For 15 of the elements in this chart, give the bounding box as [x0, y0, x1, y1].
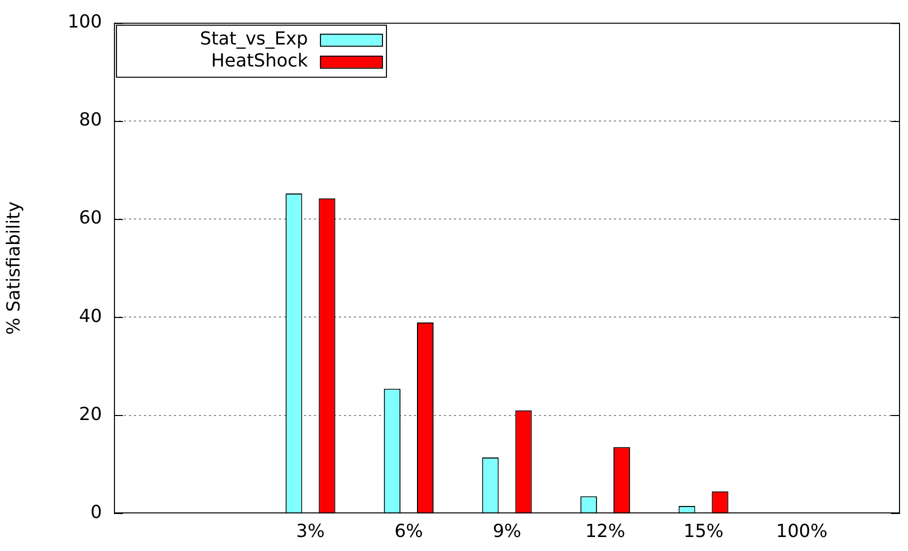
x-tick-label: 6%: [394, 520, 424, 542]
x-tick-label: 15%: [683, 520, 724, 542]
x-tick-label: 12%: [585, 520, 626, 542]
y-tick-label: 80: [79, 110, 102, 131]
y-tick-label: 100: [68, 11, 102, 32]
y-tick-label: 20: [79, 404, 102, 425]
legend-label: Stat_vs_Exp: [200, 28, 308, 50]
y-tick-label: 0: [90, 502, 102, 524]
y-axis-title: % Satisfiability: [3, 201, 24, 335]
legend-label: HeatShock: [211, 50, 309, 72]
y-tick-label: 40: [79, 306, 102, 327]
y-tick-label: 60: [79, 208, 102, 229]
x-tick-label: 9%: [492, 520, 522, 542]
x-tick-label: 3%: [296, 520, 325, 542]
x-tick-label: 100%: [776, 520, 828, 542]
